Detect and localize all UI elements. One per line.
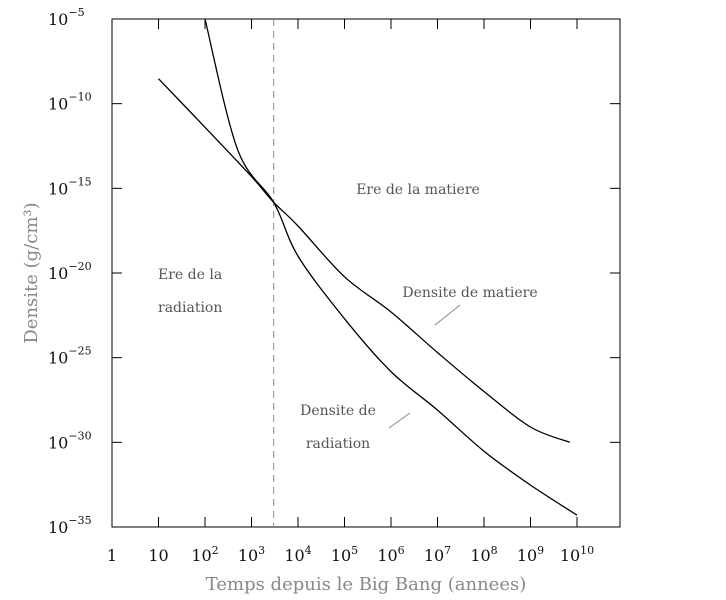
x-tick-label: 105 bbox=[331, 544, 358, 565]
matter-density-curve bbox=[158, 78, 571, 443]
x-tick-label: 106 bbox=[377, 544, 404, 565]
series-layer bbox=[158, 19, 578, 516]
x-tick-label: 107 bbox=[424, 544, 451, 565]
x-axis-ticks: 1 10 102 103 104 105 106 107 108 109 1010 bbox=[107, 19, 594, 565]
annotation-radiation-density: Densite de bbox=[300, 403, 376, 419]
y-tick-label: 10−30 bbox=[48, 429, 92, 452]
x-tick-label: 104 bbox=[284, 544, 311, 565]
leader-line-matiere bbox=[434, 304, 461, 326]
x-tick-label: 108 bbox=[470, 544, 497, 565]
y-tick-label: 10−15 bbox=[48, 175, 92, 198]
annotation-matter-density: Densite de matiere bbox=[402, 285, 537, 301]
x-tick-label: 10 bbox=[148, 546, 168, 565]
y-tick-label: 10−25 bbox=[48, 345, 92, 368]
x-tick-label: 103 bbox=[238, 544, 265, 565]
y-axis-label: Densite (g/cm³) bbox=[21, 202, 42, 343]
y-tick-label: 10−5 bbox=[48, 6, 85, 29]
x-tick-label: 102 bbox=[191, 544, 218, 565]
annotation-radiation-era: radiation bbox=[158, 300, 222, 316]
x-axis-label: Temps depuis le Big Bang (annees) bbox=[206, 574, 526, 595]
radiation-density-curve bbox=[204, 19, 578, 516]
annotations: Ere de la matiere Ere de la radiation Densi… bbox=[158, 182, 538, 452]
x-tick-label: 1 bbox=[107, 546, 117, 565]
y-axis-ticks: 10−5 10−10 10−15 10−20 10−25 10−30 10−35 bbox=[48, 6, 620, 537]
y-tick-label: 10−10 bbox=[48, 91, 92, 114]
y-tick-label: 10−20 bbox=[48, 260, 92, 283]
x-tick-label: 1010 bbox=[560, 544, 594, 565]
leader-line-radiation bbox=[388, 412, 411, 429]
y-tick-label: 10−35 bbox=[48, 514, 92, 537]
annotation-radiation-density: radiation bbox=[306, 436, 370, 452]
x-tick-label: 109 bbox=[517, 544, 544, 565]
annotation-radiation-era: Ere de la bbox=[158, 267, 222, 283]
annotation-matter-era: Ere de la matiere bbox=[356, 182, 480, 198]
